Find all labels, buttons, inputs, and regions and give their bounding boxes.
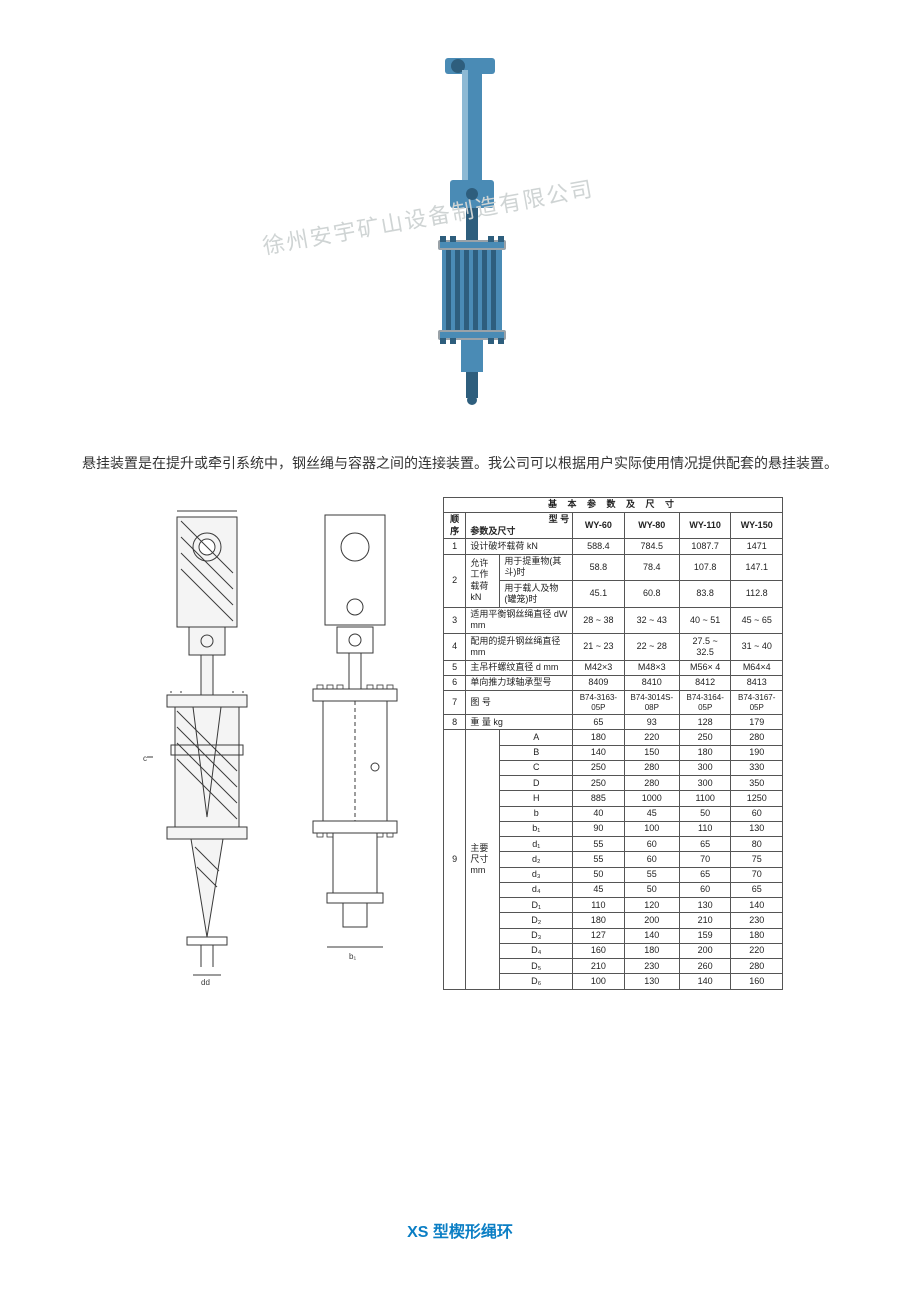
spec-row: c dd	[60, 497, 860, 1017]
table-row: 4配用的提升钢丝绳直径 mm 21 ~ 2322 ~ 28 27.5 ~ 32.…	[444, 634, 783, 661]
svg-text:c: c	[143, 754, 147, 763]
model-col: WY-60	[573, 512, 625, 539]
product-photo	[350, 40, 570, 420]
spec-table: 基 本 参 数 及 尺 寸 顺序 型 号 参数及尺寸 WY-60 WY-80 W…	[443, 497, 783, 990]
table-row: 5主吊杆螺纹直径 d mm M42×3M48×3 M56× 4M64×4	[444, 660, 783, 675]
table-title: 基 本 参 数 及 尺 寸	[444, 497, 783, 512]
product-photo-region: 徐州安宇矿山设备制造有限公司	[60, 40, 860, 420]
table-row: 8重 量 kg 6593 128179	[444, 715, 783, 730]
technical-drawing: c dd	[137, 497, 427, 1017]
table-row: 7图 号 B74-3163-05PB74-3014S-08P B74-3164-…	[444, 691, 783, 715]
footer-caption: XS 型楔形绳环	[0, 1218, 920, 1242]
col-seq-header: 顺序	[444, 512, 466, 539]
table-row: 1 设计破坏载荷 kN 588.4784.5 1087.71471	[444, 539, 783, 554]
table-row: 2 允许工作载荷 kN 用于提重物(其斗)时 58.878.4 107.8147…	[444, 554, 783, 581]
table-row: 9主要尺寸 mmA180220250280	[444, 730, 783, 745]
model-col: WY-150	[731, 512, 783, 539]
svg-text:dd: dd	[201, 978, 210, 987]
table-row: 3适用平衡钢丝绳直径 dW mm 28 ~ 3832 ~ 43 40 ~ 514…	[444, 607, 783, 634]
model-col: WY-80	[624, 512, 679, 539]
svg-text:b₁: b₁	[349, 952, 356, 961]
model-col: WY-110	[679, 512, 730, 539]
params-header: 型 号 参数及尺寸	[466, 512, 573, 539]
table-row: 6单向推力球轴承型号 84098410 84128413	[444, 675, 783, 690]
spec-table-wrapper: 基 本 参 数 及 尺 寸 顺序 型 号 参数及尺寸 WY-60 WY-80 W…	[443, 497, 783, 990]
product-description: 悬挂装置是在提升或牵引系统中，钢丝绳与容器之间的连接装置。我公司可以根据用户实际…	[60, 450, 860, 477]
